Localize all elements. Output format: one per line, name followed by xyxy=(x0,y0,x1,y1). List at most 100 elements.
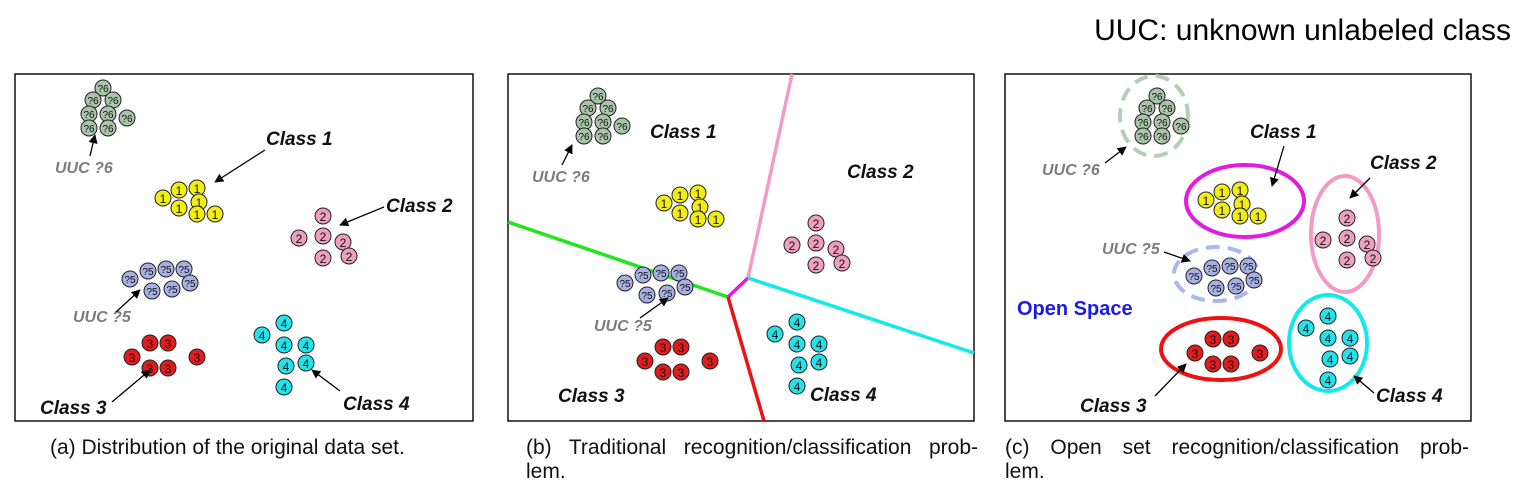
class1-point-circle xyxy=(1249,207,1267,225)
class3-point: 3 xyxy=(159,334,177,352)
class4-point: 4 xyxy=(788,335,806,353)
uuc5-point-label: ?5 xyxy=(641,291,653,302)
class1-point: 1 xyxy=(154,189,172,207)
class2-point-circle xyxy=(1364,249,1382,267)
class4-point: 4 xyxy=(766,325,784,343)
class1-point-label: 1 xyxy=(1219,204,1226,218)
class3-point-circle xyxy=(1222,355,1240,373)
class3-point-label: 3 xyxy=(660,341,667,355)
caption-c-line2: lem. xyxy=(1005,460,1045,483)
class4-point-label: 4 xyxy=(303,339,310,353)
class3-point-label: 3 xyxy=(1228,358,1235,372)
class1-point-circle xyxy=(170,181,188,199)
class4-point: 4 xyxy=(788,377,806,395)
uuc6-point-label: ?6 xyxy=(83,124,95,135)
class1-point-label: 1 xyxy=(697,201,704,215)
class2-point-circle xyxy=(833,254,851,272)
class3-point-label: 3 xyxy=(642,355,649,369)
class3-point: 3 xyxy=(1186,344,1204,362)
class1-point: 1 xyxy=(1213,201,1231,219)
uuc5-label: UUC ?5 xyxy=(1102,241,1161,258)
uuc6-point-label: ?6 xyxy=(87,96,99,107)
class3-point-label: 3 xyxy=(678,366,685,380)
caption-b-line2: lem. xyxy=(526,460,566,483)
uuc5-point: ?5 xyxy=(181,274,199,292)
uuc6-point-circle xyxy=(1134,127,1152,145)
class1-point: 1 xyxy=(671,204,689,222)
class4-point-label: 4 xyxy=(794,380,801,394)
uuc6-point-label: ?6 xyxy=(1156,132,1168,143)
uuc6-point-label: ?6 xyxy=(1175,122,1187,133)
class4-label: Class 4 xyxy=(343,394,410,415)
class1-point-circle xyxy=(1197,191,1215,209)
class3-point: 3 xyxy=(636,352,654,370)
class3-boundary xyxy=(1159,316,1283,382)
uuc5-point-label: ?5 xyxy=(655,269,667,280)
class2-point-circle xyxy=(290,229,308,247)
uuc5-point-circle xyxy=(163,280,181,298)
class2-arrow xyxy=(339,206,385,227)
class4-point: 4 xyxy=(1341,329,1359,347)
class2-point: 2 xyxy=(833,254,851,272)
class1-point: 1 xyxy=(689,210,707,228)
uuc5-label: UUC ?5 xyxy=(594,318,653,335)
class2-label: Class 2 xyxy=(386,196,453,217)
class1-point-circle xyxy=(689,210,707,228)
class3-point-circle xyxy=(636,352,654,370)
class2-point-circle xyxy=(1314,231,1332,249)
uuc5-point-label: ?5 xyxy=(160,265,172,276)
uuc6-label: UUC ?6 xyxy=(532,169,590,186)
class1-point: 1 xyxy=(1197,191,1215,209)
class3-point-circle xyxy=(1222,330,1240,348)
class1-point: 1 xyxy=(1231,207,1249,225)
class2-point-label: 2 xyxy=(346,250,353,264)
class4-point: 4 xyxy=(275,336,293,354)
uuc5-point: ?5 xyxy=(1245,271,1263,289)
class1-label: Class 1 xyxy=(266,129,333,150)
class4-point-label: 4 xyxy=(259,329,266,343)
uuc6-arrow xyxy=(561,144,573,166)
class3-point-circle xyxy=(654,338,672,356)
class3-point: 3 xyxy=(672,338,690,356)
class4-point-circle xyxy=(1319,307,1337,325)
class4-point: 4 xyxy=(275,378,293,396)
class4-point-label: 4 xyxy=(1347,332,1354,346)
class4-point-label: 4 xyxy=(1325,332,1332,346)
class4-arrow xyxy=(1353,375,1375,394)
class4-point-circle xyxy=(810,353,828,371)
uuc5-point-label: ?5 xyxy=(679,283,691,294)
class3-point-label: 3 xyxy=(147,362,154,376)
uuc5-point-circle xyxy=(638,286,656,304)
class4-point-circle xyxy=(810,335,828,353)
class1-point-label: 1 xyxy=(713,213,720,227)
class3-point-circle xyxy=(123,348,141,366)
class4-point: 4 xyxy=(1319,371,1337,389)
class4-point-circle xyxy=(297,336,315,354)
uuc6-point: ?6 xyxy=(94,79,112,97)
class1-label: Class 1 xyxy=(650,122,717,143)
boundary-cyan xyxy=(747,276,975,355)
uuc5-point-label: ?5 xyxy=(1248,276,1260,287)
uuc5-point: ?5 xyxy=(139,262,157,280)
uuc5-point: ?5 xyxy=(121,270,139,288)
class4-point-label: 4 xyxy=(796,359,803,373)
class2-point-label: 2 xyxy=(340,236,347,250)
class1-point: 1 xyxy=(188,179,206,197)
boundary-red xyxy=(726,296,766,422)
class4-point-label: 4 xyxy=(1347,350,1354,364)
uuc6-point-label: ?6 xyxy=(1161,104,1173,115)
class1-point-circle xyxy=(1213,183,1231,201)
class3-point: 3 xyxy=(141,334,159,352)
uuc6-label: UUC ?6 xyxy=(55,160,113,177)
class3-point-label: 3 xyxy=(1210,358,1217,372)
class3-point-circle xyxy=(1204,355,1222,373)
uuc5-point: ?5 xyxy=(658,284,676,302)
class3-point-label: 3 xyxy=(129,351,136,365)
uuc6-point: ?6 xyxy=(613,117,631,135)
uuc5-point-circle xyxy=(1185,267,1203,285)
class2-point-label: 2 xyxy=(320,230,327,244)
class4-boundary xyxy=(1287,293,1369,393)
class2-point-label: 2 xyxy=(1320,234,1327,248)
class1-point-label: 1 xyxy=(677,207,684,221)
